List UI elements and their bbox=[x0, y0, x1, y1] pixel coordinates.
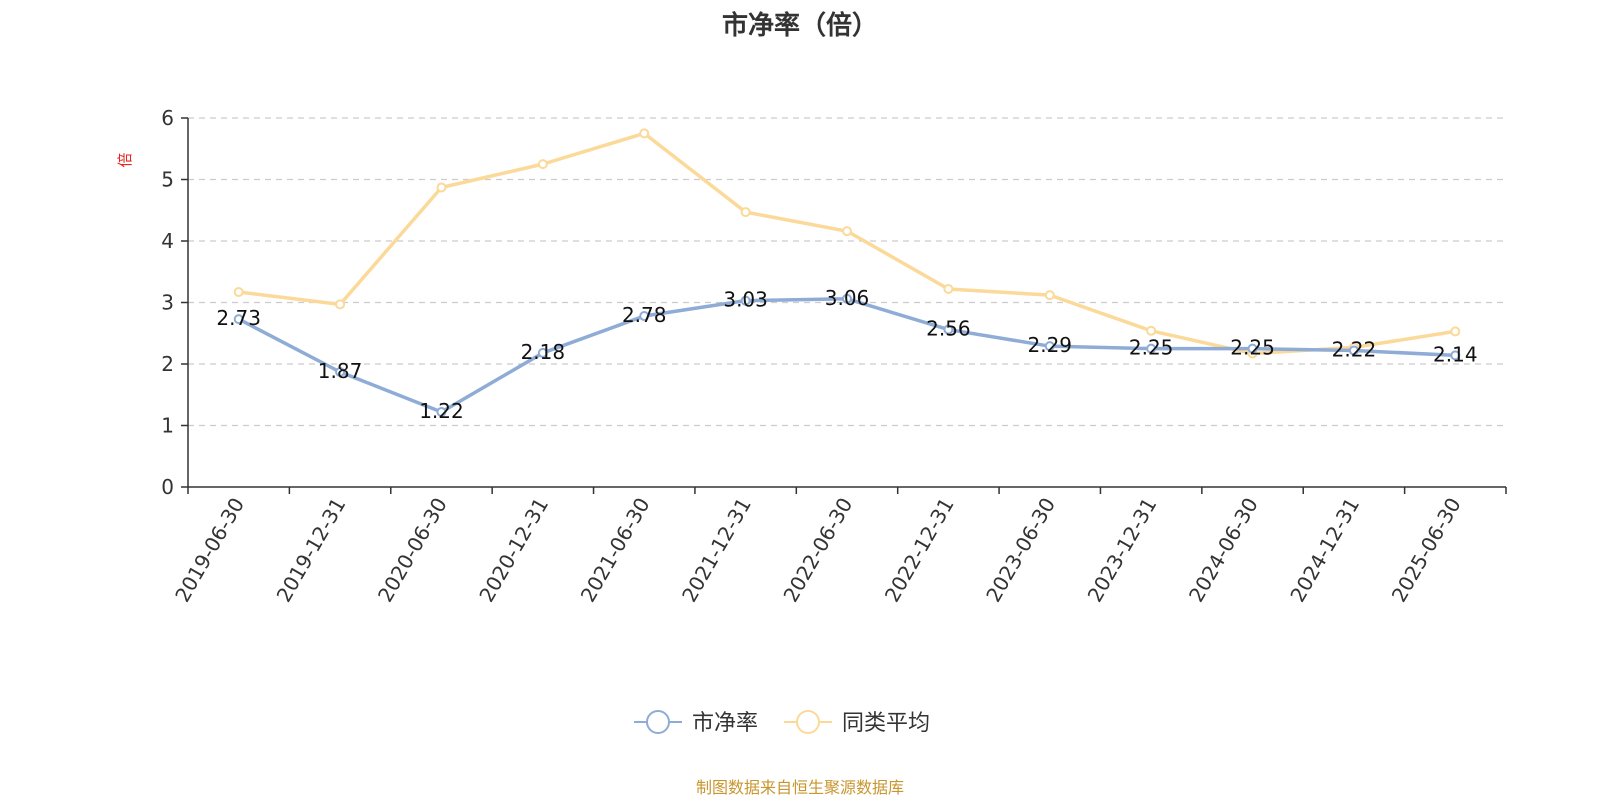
series-0-point bbox=[1348, 345, 1359, 356]
x-tick-label: 2024-06-30 bbox=[1184, 494, 1263, 607]
series-0-point bbox=[943, 324, 954, 335]
series-0-point bbox=[639, 311, 650, 322]
y-tick-label: 5 bbox=[161, 168, 174, 192]
legend-item-1[interactable]: 同类平均 bbox=[784, 710, 930, 736]
data-label: 2.22 bbox=[1332, 337, 1377, 361]
data-label: 2.78 bbox=[622, 303, 667, 327]
series-1-point bbox=[943, 283, 954, 294]
series-line-1 bbox=[238, 131, 1456, 356]
x-tick-label: 2024-12-31 bbox=[1285, 494, 1364, 607]
series-1-point bbox=[335, 299, 346, 310]
series-1-point bbox=[537, 159, 548, 170]
series-0-point bbox=[1450, 350, 1461, 361]
data-label: 2.56 bbox=[926, 317, 971, 341]
series-0-point bbox=[436, 406, 447, 417]
series-1-point bbox=[639, 128, 650, 139]
y-tick-label: 0 bbox=[161, 475, 174, 499]
x-tick-label: 2020-06-30 bbox=[373, 494, 452, 607]
y-tick-label: 4 bbox=[161, 229, 174, 253]
series-1-point bbox=[1044, 290, 1055, 301]
series-0-point bbox=[740, 295, 751, 306]
y-axis-unit-label: 倍 bbox=[116, 152, 134, 167]
series-1-point bbox=[1146, 325, 1157, 336]
axes: 0 1 2 3 4 5 6 2019-06-30 2019-12-31 2020-06-30 202… bbox=[161, 106, 1507, 607]
data-label: 1.87 bbox=[318, 359, 363, 383]
chart-title: 市净率（倍） bbox=[722, 10, 878, 41]
series-1-point bbox=[1450, 326, 1461, 337]
x-tick-label: 2020-12-31 bbox=[474, 494, 553, 607]
legend-swatch-marker bbox=[646, 710, 670, 734]
series-0-point bbox=[1044, 341, 1055, 352]
series-0-point bbox=[1247, 343, 1258, 354]
series-0-point bbox=[233, 314, 244, 325]
y-tick-label: 1 bbox=[161, 414, 174, 438]
y-tick-label: 3 bbox=[161, 291, 174, 315]
legend-swatch-marker bbox=[796, 710, 820, 734]
x-tick-label: 2023-12-31 bbox=[1083, 494, 1162, 607]
legend-label: 市净率 bbox=[692, 711, 758, 736]
legend-item-0[interactable]: 市净率 bbox=[634, 710, 758, 736]
x-tick-label: 2022-06-30 bbox=[778, 494, 857, 607]
data-label: 2.73 bbox=[216, 306, 261, 330]
x-tick-label: 2023-06-30 bbox=[981, 494, 1060, 607]
grid-lines bbox=[188, 117, 1506, 427]
legend-label: 同类平均 bbox=[842, 711, 930, 736]
series-1-point bbox=[740, 207, 751, 218]
x-tick-label: 2021-06-30 bbox=[576, 494, 655, 607]
y-tick-label: 2 bbox=[161, 352, 174, 376]
series-layer bbox=[233, 128, 1461, 417]
data-label: 2.18 bbox=[521, 340, 566, 364]
data-label: 2.14 bbox=[1433, 342, 1478, 366]
series-1-point bbox=[842, 226, 852, 237]
series-0-point bbox=[537, 347, 548, 358]
series-0-point bbox=[1146, 343, 1157, 354]
x-tick-label: 2019-06-30 bbox=[170, 494, 249, 607]
data-source-note: 制图数据来自恒生聚源数据库 bbox=[696, 778, 904, 797]
x-tick-label: 2021-12-31 bbox=[677, 494, 756, 607]
data-label: 3.06 bbox=[825, 286, 870, 310]
series-1-point bbox=[233, 287, 244, 298]
series-0-point bbox=[842, 293, 852, 304]
data-label: 2.29 bbox=[1028, 333, 1073, 357]
series-0-point bbox=[335, 366, 346, 377]
x-tick-label: 2019-12-31 bbox=[272, 494, 351, 607]
data-label: 1.22 bbox=[419, 399, 464, 423]
y-tick-label: 6 bbox=[161, 106, 174, 130]
series-1-point bbox=[436, 182, 447, 193]
data-label: 3.03 bbox=[723, 288, 768, 312]
x-tick-label: 2022-12-31 bbox=[880, 494, 959, 607]
data-labels: 2.73 1.87 1.22 2.18 2.78 3.03 3.06 2.56 2.29 2.25… bbox=[216, 286, 1477, 423]
data-label: 2.25 bbox=[1230, 336, 1275, 360]
data-label: 2.25 bbox=[1129, 336, 1174, 360]
legend[interactable]: 市净率 同类平均 bbox=[634, 710, 930, 736]
x-tick-label: 2025-06-30 bbox=[1387, 494, 1466, 607]
